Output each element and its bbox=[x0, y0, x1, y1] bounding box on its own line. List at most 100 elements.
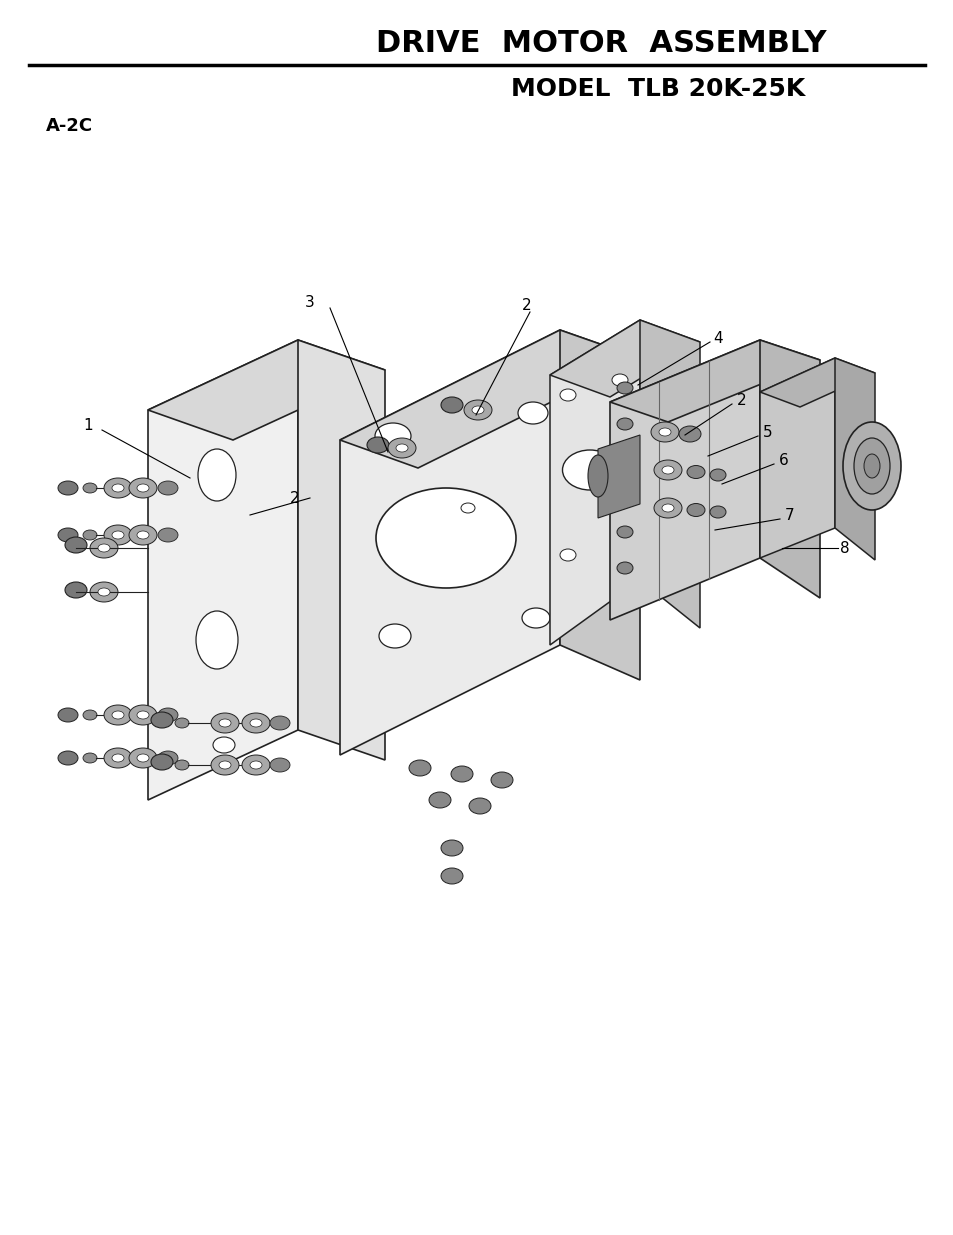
Ellipse shape bbox=[270, 716, 290, 730]
Polygon shape bbox=[559, 330, 639, 680]
Ellipse shape bbox=[104, 748, 132, 768]
Ellipse shape bbox=[429, 792, 451, 808]
Ellipse shape bbox=[129, 748, 157, 768]
Ellipse shape bbox=[90, 538, 118, 558]
Polygon shape bbox=[639, 320, 700, 629]
Ellipse shape bbox=[375, 488, 516, 588]
Ellipse shape bbox=[472, 406, 483, 414]
Ellipse shape bbox=[98, 588, 110, 597]
Ellipse shape bbox=[195, 611, 237, 669]
Text: 2: 2 bbox=[521, 298, 531, 312]
Ellipse shape bbox=[137, 711, 149, 719]
Ellipse shape bbox=[129, 478, 157, 498]
Polygon shape bbox=[550, 320, 639, 645]
Text: 7: 7 bbox=[784, 508, 794, 522]
Ellipse shape bbox=[242, 713, 270, 734]
Ellipse shape bbox=[617, 526, 633, 538]
Ellipse shape bbox=[617, 562, 633, 574]
Polygon shape bbox=[339, 330, 639, 468]
Polygon shape bbox=[834, 358, 874, 559]
Ellipse shape bbox=[709, 469, 725, 480]
Ellipse shape bbox=[250, 719, 262, 727]
Ellipse shape bbox=[58, 708, 78, 722]
Ellipse shape bbox=[661, 466, 673, 474]
Text: 4: 4 bbox=[713, 331, 722, 346]
Polygon shape bbox=[598, 435, 639, 517]
Ellipse shape bbox=[129, 705, 157, 725]
Ellipse shape bbox=[709, 506, 725, 517]
Ellipse shape bbox=[98, 543, 110, 552]
Ellipse shape bbox=[650, 422, 679, 442]
Ellipse shape bbox=[112, 755, 124, 762]
Polygon shape bbox=[148, 340, 297, 800]
Ellipse shape bbox=[388, 438, 416, 458]
Ellipse shape bbox=[853, 438, 889, 494]
Ellipse shape bbox=[151, 713, 172, 727]
Ellipse shape bbox=[679, 426, 700, 442]
Ellipse shape bbox=[686, 466, 704, 478]
Ellipse shape bbox=[378, 624, 411, 648]
Ellipse shape bbox=[83, 753, 97, 763]
Ellipse shape bbox=[137, 755, 149, 762]
Ellipse shape bbox=[83, 530, 97, 540]
Ellipse shape bbox=[242, 755, 270, 776]
Ellipse shape bbox=[158, 480, 178, 495]
Ellipse shape bbox=[58, 751, 78, 764]
Text: 2: 2 bbox=[290, 490, 299, 505]
Ellipse shape bbox=[451, 766, 473, 782]
Ellipse shape bbox=[112, 484, 124, 492]
Ellipse shape bbox=[440, 868, 462, 884]
Ellipse shape bbox=[112, 711, 124, 719]
Polygon shape bbox=[760, 358, 834, 558]
Ellipse shape bbox=[270, 758, 290, 772]
Polygon shape bbox=[760, 340, 820, 598]
Polygon shape bbox=[760, 358, 874, 408]
Ellipse shape bbox=[517, 403, 547, 424]
Ellipse shape bbox=[491, 772, 513, 788]
Polygon shape bbox=[297, 340, 385, 760]
Ellipse shape bbox=[863, 454, 879, 478]
Ellipse shape bbox=[612, 534, 627, 546]
Text: 6: 6 bbox=[779, 452, 788, 468]
Ellipse shape bbox=[104, 478, 132, 498]
Ellipse shape bbox=[617, 417, 633, 430]
Ellipse shape bbox=[654, 459, 681, 480]
Text: 1: 1 bbox=[83, 417, 92, 432]
Ellipse shape bbox=[469, 798, 491, 814]
Ellipse shape bbox=[158, 751, 178, 764]
Ellipse shape bbox=[460, 503, 475, 513]
Ellipse shape bbox=[219, 761, 231, 769]
Ellipse shape bbox=[587, 454, 607, 496]
Ellipse shape bbox=[104, 525, 132, 545]
Ellipse shape bbox=[198, 450, 235, 501]
Ellipse shape bbox=[375, 424, 411, 450]
Ellipse shape bbox=[211, 755, 239, 776]
Ellipse shape bbox=[463, 400, 492, 420]
Ellipse shape bbox=[367, 437, 389, 453]
Ellipse shape bbox=[213, 737, 234, 753]
Ellipse shape bbox=[65, 537, 87, 553]
Ellipse shape bbox=[661, 504, 673, 513]
Ellipse shape bbox=[137, 484, 149, 492]
Ellipse shape bbox=[521, 608, 550, 629]
Ellipse shape bbox=[562, 450, 617, 490]
Polygon shape bbox=[609, 340, 760, 620]
Ellipse shape bbox=[654, 498, 681, 517]
Polygon shape bbox=[609, 340, 820, 422]
Ellipse shape bbox=[112, 531, 124, 538]
Ellipse shape bbox=[58, 480, 78, 495]
Polygon shape bbox=[339, 330, 559, 755]
Ellipse shape bbox=[137, 531, 149, 538]
Ellipse shape bbox=[83, 710, 97, 720]
Ellipse shape bbox=[842, 422, 900, 510]
Ellipse shape bbox=[129, 525, 157, 545]
Text: 3: 3 bbox=[305, 294, 314, 310]
Ellipse shape bbox=[559, 389, 576, 401]
Ellipse shape bbox=[612, 374, 627, 387]
Text: A-2C: A-2C bbox=[46, 117, 92, 135]
Ellipse shape bbox=[158, 708, 178, 722]
Ellipse shape bbox=[440, 396, 462, 412]
Ellipse shape bbox=[90, 582, 118, 601]
Ellipse shape bbox=[58, 529, 78, 542]
Ellipse shape bbox=[409, 760, 431, 776]
